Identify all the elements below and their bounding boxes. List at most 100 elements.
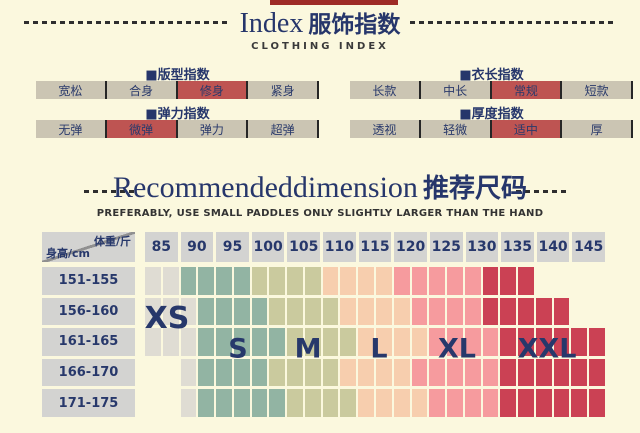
- size-grid-cell: [304, 358, 321, 387]
- size-grid-cell: [162, 297, 179, 326]
- size-grid-cell: [464, 389, 481, 417]
- size-grid-cell: [216, 389, 232, 417]
- weight-column-headers: 85 90 95 100 105 110 115 120 125 130 135 140 145: [145, 232, 605, 262]
- size-grid-cell: [145, 267, 161, 295]
- size-chart-grid: [145, 267, 605, 417]
- index-cell: 超弹: [248, 120, 319, 138]
- size-grid-cell: [518, 389, 534, 417]
- weight-header-cell: 100: [251, 232, 285, 262]
- size-grid-cell: [554, 267, 570, 295]
- index-cell: 适中: [491, 120, 563, 138]
- index-cell: 修身: [177, 81, 249, 99]
- size-grid-cell: [429, 358, 446, 387]
- size-grid-cell: [251, 297, 268, 326]
- index-cell: 中长: [420, 81, 492, 99]
- index-cell: 微弹: [106, 120, 178, 138]
- size-grid-cell: [553, 297, 570, 326]
- size-grid-cell: [358, 389, 374, 417]
- size-grid-cell: [269, 267, 286, 295]
- size-grid-cell: [180, 358, 197, 387]
- size-grid-cell: [589, 298, 605, 326]
- thickness-index-bar: 透视 轻微 适中厚: [350, 120, 633, 138]
- size-grid-cell: [322, 297, 339, 326]
- size-grid-cell: [535, 297, 552, 326]
- size-grid-cell: [340, 389, 357, 417]
- size-grid-cell: [411, 267, 428, 295]
- size-grid-cell: [145, 297, 161, 326]
- size-grid-cell: [482, 267, 499, 295]
- index-title-zh: 服饰指数: [308, 12, 401, 38]
- size-grid-cell: [322, 358, 339, 387]
- size-grid-cell: [269, 358, 286, 387]
- dashed-divider-right: [410, 21, 616, 24]
- size-grid-cell: [411, 358, 428, 387]
- size-grid-cell: [589, 267, 605, 295]
- dashed-divider-left: [24, 21, 230, 24]
- size-grid-cell: [376, 358, 392, 387]
- size-grid-cell: [322, 389, 339, 417]
- size-grid-cell: [180, 297, 197, 326]
- index-cell: 常规: [491, 81, 563, 99]
- size-grid-cell: [571, 267, 587, 295]
- size-grid-cell: [447, 297, 463, 326]
- size-grid-cell: [553, 328, 570, 356]
- size-grid-cell: [535, 358, 552, 387]
- dashed-divider-left-2: [84, 190, 134, 193]
- size-grid-cell: [482, 297, 499, 326]
- size-grid-cell: [500, 328, 517, 356]
- weight-header-cell: 140: [536, 232, 570, 262]
- size-grid-cell: [322, 328, 339, 356]
- size-grid-cell: [198, 389, 215, 417]
- weight-header-cell: 95: [216, 232, 249, 262]
- size-grid-cell: [376, 389, 392, 417]
- size-grid-cell: [393, 297, 410, 326]
- size-grid-cell: [198, 328, 215, 356]
- size-grid-cell: [269, 328, 286, 356]
- size-grid-cell: [393, 328, 410, 356]
- size-grid-cell: [233, 358, 250, 387]
- size-grid-cell: [447, 389, 463, 417]
- size-table-corner-cell: 体重/斤 身高/cm: [42, 232, 135, 262]
- height-row-labels: 151-155 156-160 161-165 166-170 171-175: [42, 267, 135, 417]
- size-grid-cell: [376, 267, 392, 295]
- size-grid-cell: [518, 328, 534, 356]
- weight-header-cell: 110: [323, 232, 356, 262]
- size-grid-cell: [269, 389, 286, 417]
- thickness-index-title: ■厚度指数: [459, 107, 524, 122]
- index-section-title: Index 服饰指数: [0, 5, 640, 40]
- size-grid-cell: [340, 267, 357, 295]
- size-grid-cell: [216, 297, 232, 326]
- index-cell: 短款: [562, 81, 633, 99]
- height-label-cell: 151-155: [42, 267, 135, 295]
- size-grid-cell: [482, 389, 499, 417]
- weight-header-cell: 115: [358, 232, 392, 262]
- size-grid-cell: [518, 267, 534, 295]
- size-grid-cell: [589, 328, 605, 356]
- size-grid-cell: [304, 389, 321, 417]
- size-grid-cell: [393, 389, 410, 417]
- size-grid-cell: [340, 328, 357, 356]
- height-label-cell: 161-165: [42, 328, 135, 356]
- weight-header-cell: 135: [501, 232, 534, 262]
- size-grid-cell: [411, 328, 428, 356]
- weight-header-cell: 90: [180, 232, 214, 262]
- size-grid-cell: [482, 358, 499, 387]
- index-cell: 厚: [562, 120, 633, 138]
- height-label-cell: 166-170: [42, 358, 135, 387]
- size-grid-cell: [553, 389, 570, 417]
- size-grid-cell: [464, 358, 481, 387]
- size-grid-cell: [411, 297, 428, 326]
- size-grid-cell: [251, 358, 268, 387]
- size-grid-cell: [589, 389, 605, 417]
- size-grid-cell: [233, 328, 250, 356]
- size-title-en: Recommendeddimension: [112, 171, 418, 204]
- index-cell: 无弹: [36, 120, 107, 138]
- size-grid-cell: [553, 358, 570, 387]
- size-grid-cell: [571, 389, 588, 417]
- size-grid-cell: [180, 328, 197, 356]
- size-section-title: Recommendeddimension 推荐尺码: [0, 168, 640, 205]
- size-grid-cell: [535, 328, 552, 356]
- size-grid-cell: [500, 389, 517, 417]
- size-grid-cell: [322, 267, 339, 295]
- fit-index-title: ■版型指数: [145, 68, 210, 83]
